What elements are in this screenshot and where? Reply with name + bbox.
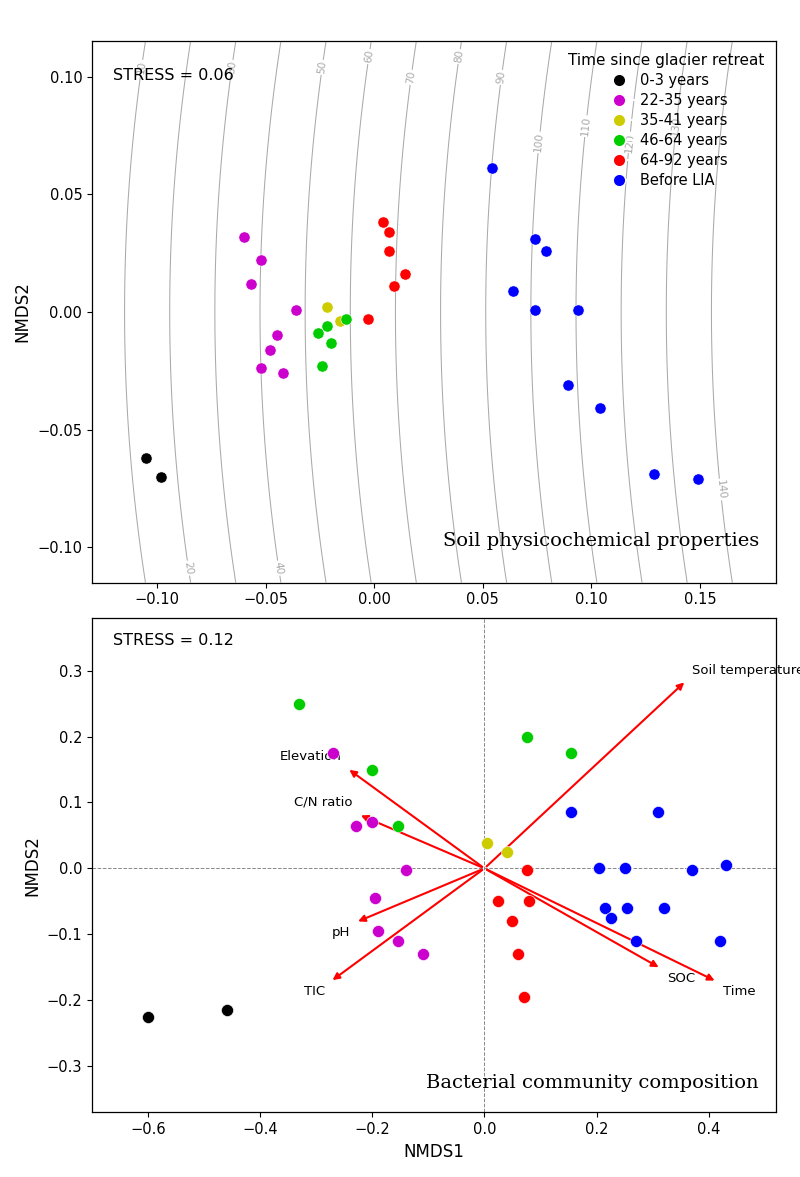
Point	[366, 760, 378, 779]
Point	[320, 317, 333, 335]
Text: 120: 120	[623, 132, 635, 153]
Point	[398, 265, 411, 284]
Text: 60: 60	[363, 49, 374, 64]
Point	[539, 241, 552, 260]
Point	[416, 945, 429, 964]
Point	[630, 931, 642, 950]
Point	[155, 467, 168, 486]
Point	[565, 744, 578, 763]
Point	[658, 898, 670, 917]
Point	[594, 399, 606, 418]
Point	[561, 375, 574, 394]
Point	[326, 744, 339, 763]
Point	[383, 241, 396, 260]
Point	[492, 892, 505, 911]
Point	[320, 298, 333, 317]
Point	[377, 213, 390, 232]
Point	[604, 909, 617, 927]
X-axis label: NMDS1: NMDS1	[403, 1143, 465, 1161]
Text: 90: 90	[495, 71, 507, 85]
Point	[565, 803, 578, 822]
Point	[572, 300, 585, 319]
Point	[512, 945, 525, 964]
Point	[311, 324, 324, 343]
Point	[255, 359, 268, 378]
Text: Soil temperature: Soil temperature	[692, 664, 800, 677]
Text: 100: 100	[533, 132, 545, 153]
Point	[238, 227, 250, 246]
Text: Time: Time	[722, 985, 755, 998]
Point	[520, 727, 533, 746]
Point	[366, 813, 378, 832]
Point	[140, 448, 153, 467]
Point	[485, 159, 498, 178]
Point	[714, 931, 726, 950]
Point	[362, 310, 374, 328]
Text: C/N ratio: C/N ratio	[294, 796, 353, 809]
Point	[691, 470, 704, 488]
Text: 80: 80	[454, 49, 465, 64]
Point	[369, 889, 382, 907]
Point	[652, 803, 665, 822]
Text: 20: 20	[182, 561, 194, 576]
Point	[520, 860, 533, 879]
Text: 110: 110	[580, 115, 592, 137]
Point	[142, 1008, 154, 1026]
Point	[371, 922, 384, 940]
Text: 50: 50	[316, 60, 328, 74]
Point	[264, 340, 277, 359]
Text: 130: 130	[670, 115, 682, 137]
Legend: 0-3 years, 22-35 years, 35-41 years, 46-64 years, 64-92 years, Before LIA: 0-3 years, 22-35 years, 35-41 years, 46-…	[563, 48, 769, 193]
Point	[529, 230, 542, 248]
Text: 70: 70	[406, 71, 417, 85]
Text: 40: 40	[273, 561, 285, 576]
Point	[277, 364, 290, 383]
Text: SOC: SOC	[666, 972, 694, 985]
Point	[391, 816, 404, 834]
Point	[529, 300, 542, 319]
Point	[481, 834, 494, 853]
Point	[325, 333, 338, 352]
Text: Elevation: Elevation	[280, 750, 342, 763]
Text: TIC: TIC	[303, 985, 325, 998]
Point	[719, 856, 732, 875]
Text: 10: 10	[136, 60, 147, 74]
Text: 140: 140	[714, 479, 726, 500]
Point	[349, 816, 362, 834]
Point	[333, 312, 346, 331]
Text: Bacterial community composition: Bacterial community composition	[426, 1075, 759, 1092]
Point	[648, 465, 661, 484]
Point	[270, 326, 283, 345]
Point	[255, 251, 268, 270]
Point	[383, 222, 396, 241]
Point	[244, 274, 257, 293]
Point	[399, 860, 412, 879]
Point	[293, 694, 306, 713]
Y-axis label: NMDS2: NMDS2	[23, 834, 41, 896]
Point	[621, 898, 634, 917]
Point	[507, 281, 520, 300]
Text: 30: 30	[226, 60, 238, 74]
Point	[593, 859, 606, 878]
Point	[340, 310, 353, 328]
Point	[618, 859, 631, 878]
Point	[523, 892, 536, 911]
Text: Soil physicochemical properties: Soil physicochemical properties	[442, 532, 759, 550]
Y-axis label: NMDS2: NMDS2	[14, 281, 32, 343]
Text: STRESS = 0.12: STRESS = 0.12	[113, 633, 234, 647]
Point	[598, 898, 611, 917]
Point	[290, 300, 302, 319]
Point	[518, 988, 530, 1006]
Point	[501, 843, 514, 862]
Point	[387, 277, 400, 295]
Point	[220, 1000, 233, 1019]
Point	[316, 357, 329, 375]
Point	[686, 860, 698, 879]
Text: STRESS = 0.06: STRESS = 0.06	[113, 68, 234, 84]
Point	[506, 912, 519, 931]
Point	[391, 931, 404, 950]
Text: pH: pH	[331, 926, 350, 939]
